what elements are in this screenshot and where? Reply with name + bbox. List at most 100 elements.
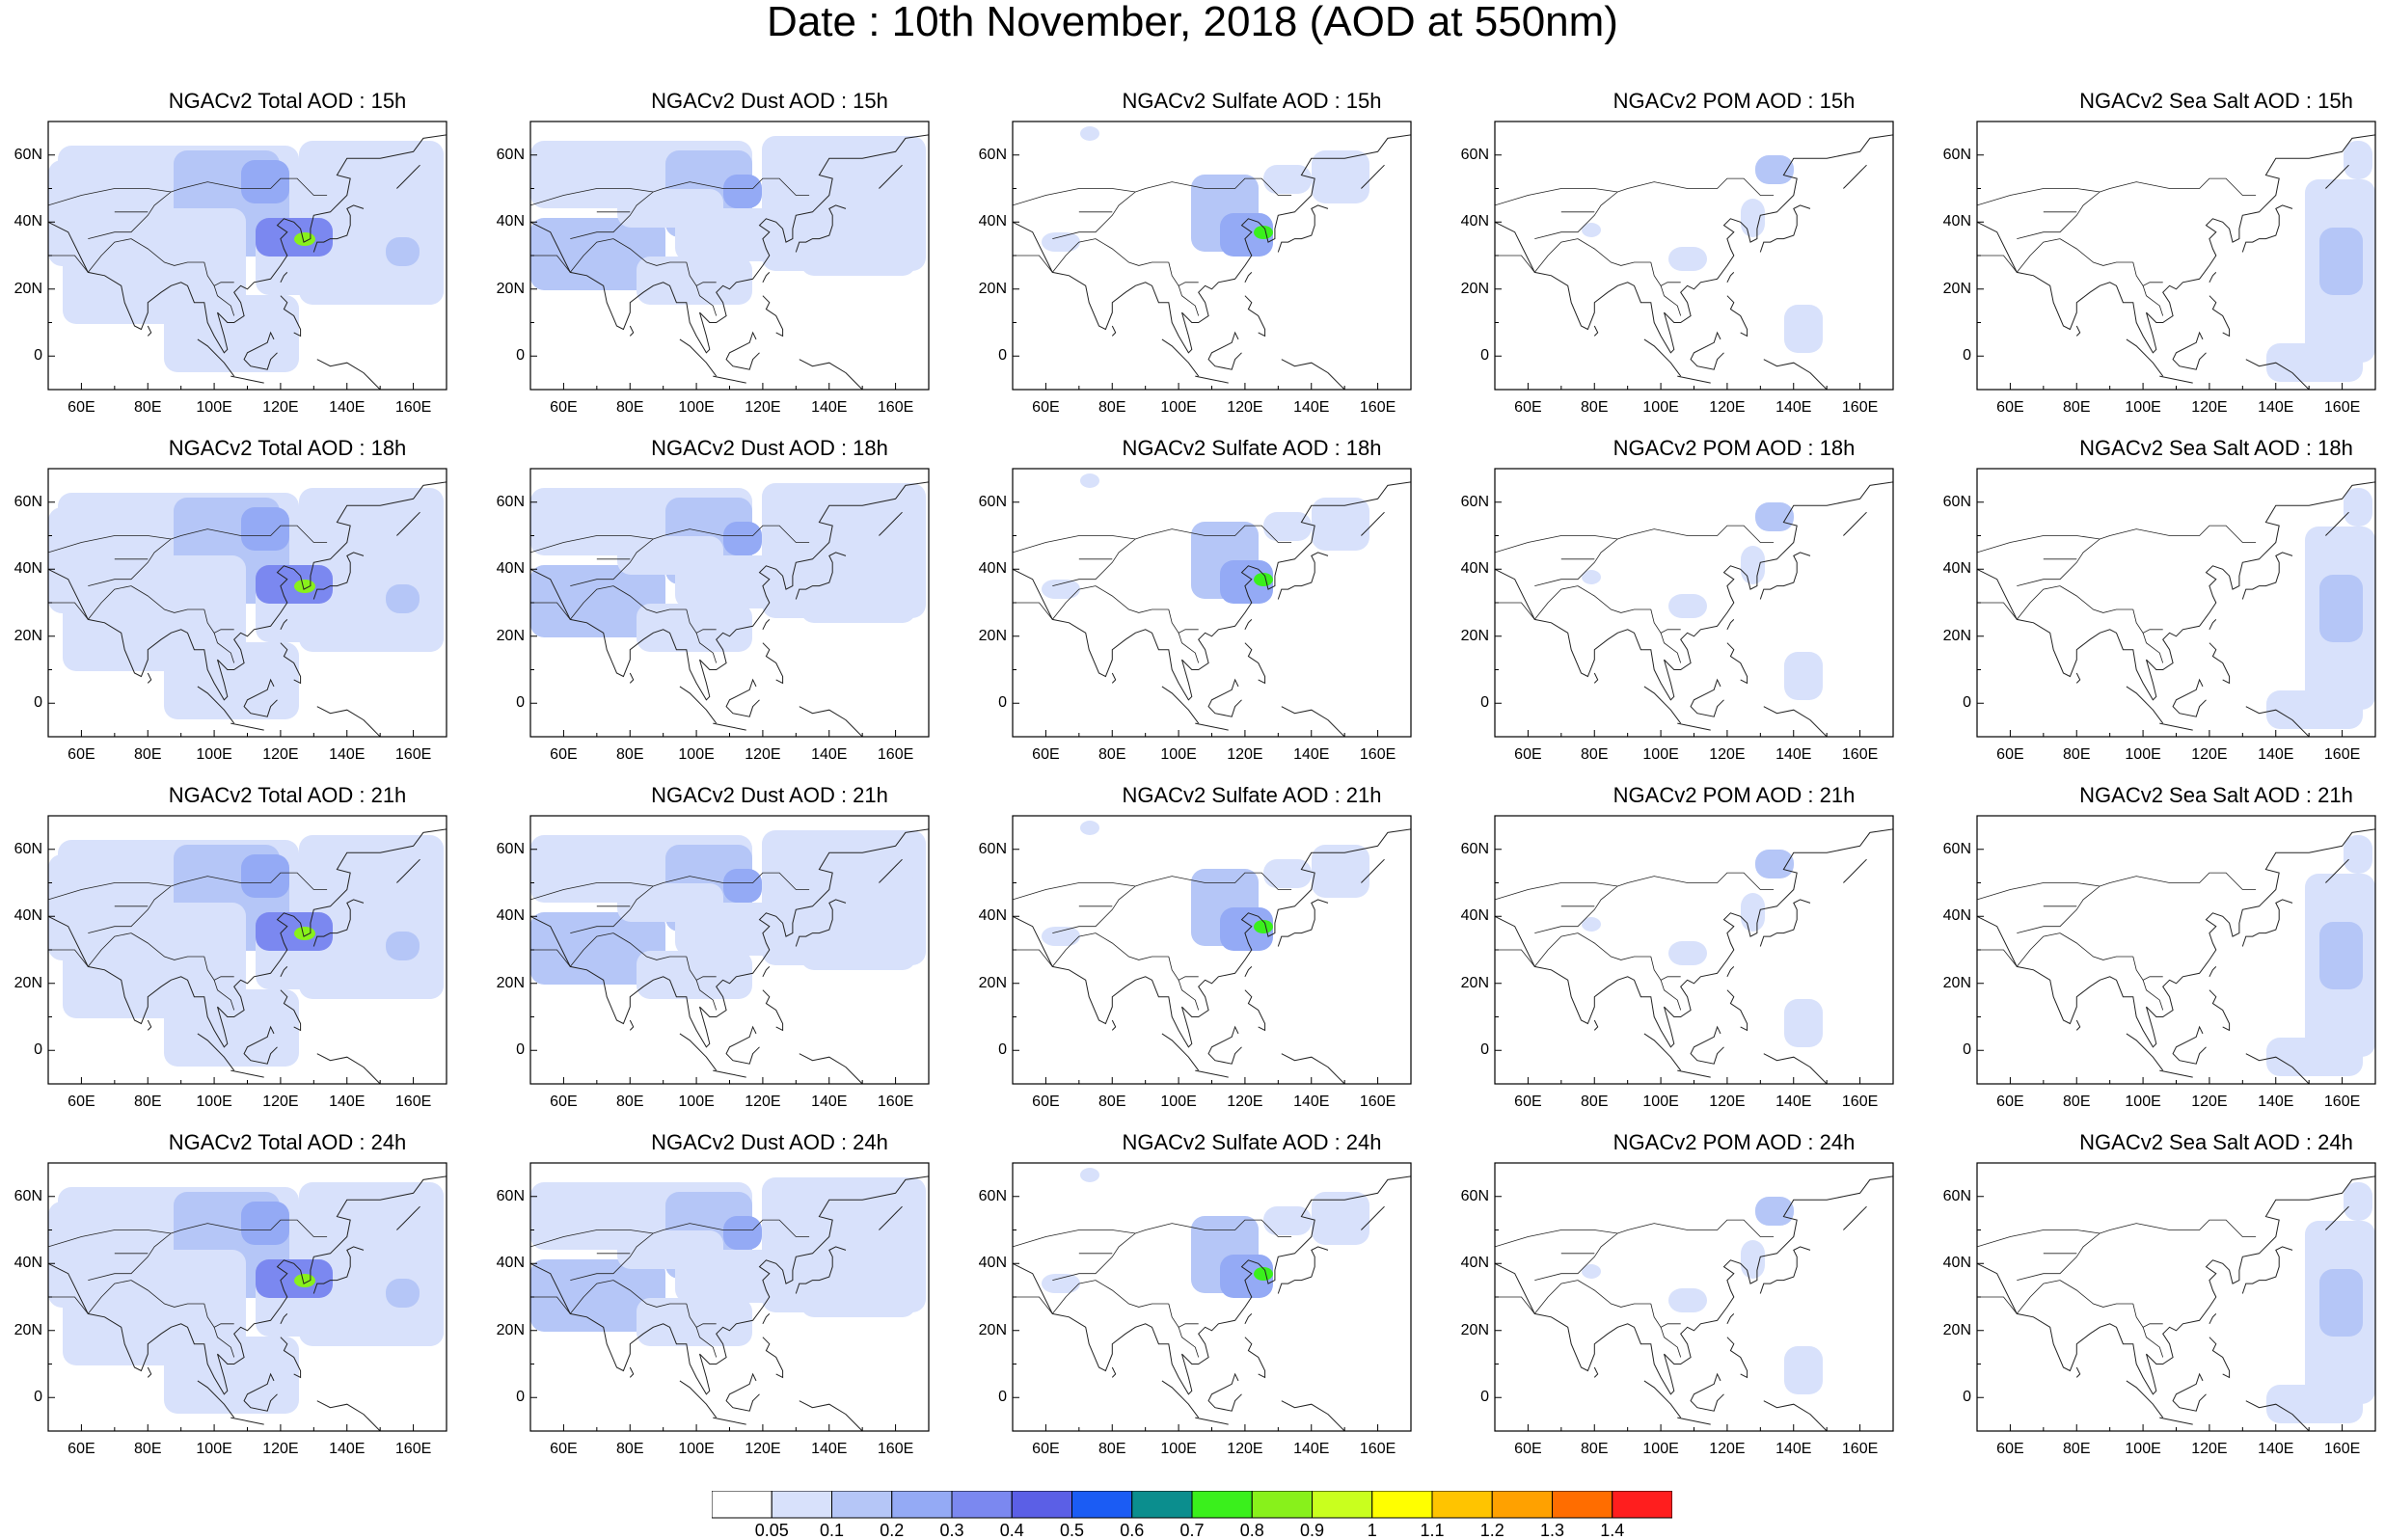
colorbar-swatch: [1131, 1491, 1193, 1519]
lon-tick-label: 120E: [1227, 399, 1263, 416]
coastline: [396, 1205, 420, 1230]
country-border: [203, 956, 234, 981]
colorbar-swatch: [1312, 1491, 1373, 1519]
lon-tick-label: 140E: [1293, 1441, 1330, 1457]
coastline: [1277, 552, 1329, 600]
aod-field: [294, 232, 315, 246]
coastline: [1195, 1069, 1229, 1078]
coastline: [725, 678, 760, 717]
coastline: [280, 272, 288, 284]
coastline: [1195, 375, 1229, 384]
lon-tick-label: 140E: [1775, 399, 1812, 416]
aod-field: [617, 1230, 723, 1269]
coastline: [147, 1366, 152, 1378]
coastline: [762, 966, 771, 978]
coastline: [762, 295, 784, 338]
aod-field: [1582, 1264, 1601, 1279]
country-border: [1495, 1296, 1535, 1314]
country-border: [1178, 1327, 1200, 1358]
country-border: [1977, 872, 2257, 901]
coastline: [725, 331, 760, 370]
lat-tick-label: 60N: [978, 840, 1007, 857]
lat-tick-label: 0: [34, 347, 42, 365]
lat-tick-label: 20N: [978, 280, 1007, 297]
coastline: [2159, 375, 2193, 384]
coastline: [2172, 1025, 2207, 1065]
aod-field: [1263, 859, 1312, 888]
country-border: [1495, 177, 1775, 206]
aod-field: [1582, 917, 1601, 932]
lon-tick-label: 60E: [550, 399, 578, 416]
lat-tick-label: 60N: [496, 840, 525, 857]
country-border: [1977, 1219, 2257, 1248]
lon-tick-label: 120E: [262, 399, 299, 416]
coastline: [147, 1019, 152, 1031]
lon-tick-label: 60E: [68, 1441, 95, 1457]
coastline: [1207, 678, 1242, 717]
map-panel-dust-24h: NGACv2 Dust AOD : 24h 60N 40N 20N 0 60E 80E 100…: [497, 1130, 1011, 1458]
lat-tick-label: 40N: [978, 1255, 1007, 1272]
coastline: [2126, 686, 2164, 724]
aod-field: [256, 912, 333, 951]
aod-field: [2344, 488, 2372, 527]
coastline: [312, 204, 365, 253]
lat-tick-label: 20N: [1460, 974, 1489, 991]
aod-field: [1042, 232, 1080, 252]
country-border: [1534, 538, 1618, 586]
aod-field: [2344, 835, 2372, 874]
lat-tick-label: 20N: [1942, 974, 1971, 991]
coastline: [1244, 989, 1266, 1032]
coastline: [762, 1337, 784, 1379]
coastline: [679, 338, 718, 377]
lon-tick-label: 60E: [68, 399, 95, 416]
coastline: [1281, 706, 1345, 737]
lat-tick-label: 60N: [978, 1187, 1007, 1204]
aod-field: [256, 565, 333, 604]
country-border: [87, 1280, 132, 1314]
country-border: [1052, 538, 1136, 586]
figure-title: Date : 10th November, 2018 (AOD at 550nm…: [767, 0, 1618, 45]
country-border: [1660, 1327, 1682, 1358]
aod-field: [1741, 199, 1765, 237]
coastline: [1677, 722, 1711, 731]
coastline: [1495, 481, 1893, 701]
lon-tick-label: 60E: [550, 1094, 578, 1110]
aod-field: [1668, 594, 1707, 618]
panel-title: NGACv2 Sulfate AOD : 15h: [1122, 89, 1382, 113]
lon-tick-label: 80E: [1581, 1441, 1609, 1457]
coastline: [243, 331, 278, 370]
lon-tick-label: 120E: [745, 1094, 781, 1110]
coastline: [1111, 672, 1117, 684]
coastline: [762, 619, 771, 631]
country-border: [1577, 238, 1651, 266]
country-border: [2016, 1280, 2061, 1314]
country-border: [88, 191, 172, 239]
coastline: [762, 989, 784, 1032]
country-border: [213, 980, 235, 1011]
aod-field: [800, 527, 916, 623]
panel-title: NGACv2 Sea Salt AOD : 24h: [2079, 1130, 2353, 1154]
lat-tick-label: 0: [1963, 694, 1971, 712]
country-border: [686, 956, 717, 981]
coastline: [1726, 642, 1748, 685]
lon-tick-label: 60E: [1514, 746, 1542, 763]
coastline: [799, 359, 863, 390]
country-border: [213, 1327, 235, 1358]
lat-tick-label: 0: [1963, 347, 1971, 365]
aod-field: [294, 1274, 315, 1287]
lon-tick-label: 120E: [2191, 399, 2228, 416]
lat-tick-label: 40N: [14, 560, 42, 578]
lat-tick-label: 60N: [978, 146, 1007, 163]
coastline: [2172, 1372, 2207, 1412]
coastline: [2126, 1033, 2164, 1071]
country-border: [1495, 255, 1535, 273]
coastline: [2325, 164, 2349, 189]
map-panel-pom-15h: NGACv2 POM AOD : 15h 60N 40N 20N 0 60E 80E 100E…: [1461, 89, 1975, 417]
coastline: [762, 1313, 771, 1325]
lon-tick-label: 160E: [394, 1441, 432, 1457]
country-border: [1534, 191, 1618, 239]
panel-title: NGACv2 Sea Salt AOD : 15h: [2079, 89, 2353, 113]
country-border: [1977, 255, 2018, 273]
coastline: [1207, 1025, 1242, 1065]
